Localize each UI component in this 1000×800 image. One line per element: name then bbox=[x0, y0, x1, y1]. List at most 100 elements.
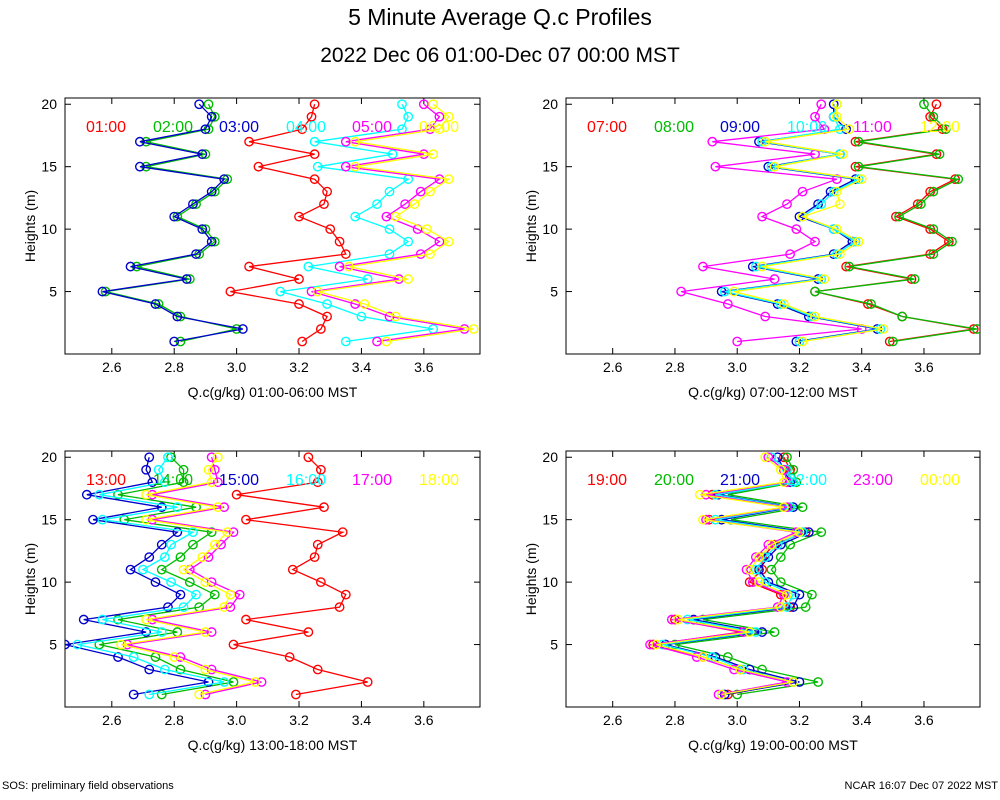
series-line-09:00 bbox=[721, 104, 878, 343]
x-tick-label: 2.8 bbox=[665, 359, 685, 375]
x-tick-label: 3.6 bbox=[914, 359, 934, 375]
data-point-20:00 bbox=[775, 577, 786, 588]
data-point-23:00 bbox=[778, 589, 789, 600]
data-point-00:00 bbox=[754, 552, 764, 563]
data-point-06:00 bbox=[350, 136, 361, 147]
data-point-08:00 bbox=[928, 224, 939, 235]
data-point-01:00 bbox=[297, 336, 308, 347]
data-point-01:00 bbox=[340, 249, 351, 259]
data-point-13:00 bbox=[315, 577, 326, 588]
data-point-01:00 bbox=[334, 236, 345, 247]
legend-entry-01:00: 01:00 bbox=[86, 119, 126, 136]
data-point-21:00 bbox=[794, 677, 805, 687]
profile-panel-2: 2.6 2.8 3.0 3.2 3.4 3.6 5 10 15 20 Q.c(g/kg) 07:00… bbox=[523, 96, 981, 400]
x-tick-label: 2.6 bbox=[102, 359, 122, 375]
y-axis-label: Heights (m) bbox=[523, 543, 539, 615]
y-tick-label: 15 bbox=[542, 159, 558, 175]
data-point-04:00 bbox=[387, 149, 398, 160]
plot-frame bbox=[565, 450, 981, 708]
data-point-00:00 bbox=[754, 577, 764, 588]
data-point-16:00 bbox=[159, 664, 170, 675]
figure-title: 5 Minute Average Q.c Profiles bbox=[348, 4, 652, 30]
data-point-01:00 bbox=[319, 199, 329, 210]
data-point-02:00 bbox=[209, 186, 220, 197]
data-point-05:00 bbox=[400, 199, 411, 210]
data-point-14:00 bbox=[178, 477, 189, 488]
series-line-13:00 bbox=[233, 456, 368, 696]
data-point-13:00 bbox=[303, 452, 314, 463]
data-point-05:00 bbox=[434, 174, 445, 185]
y-tick-label: 5 bbox=[49, 284, 57, 300]
data-point-16:00 bbox=[166, 539, 176, 550]
x-tick-label: 3.0 bbox=[227, 712, 247, 728]
y-tick-label: 10 bbox=[542, 574, 558, 590]
legend-entry-07:00: 07:00 bbox=[587, 119, 627, 136]
legend-entry-09:00: 09:00 bbox=[720, 119, 760, 136]
data-point-14:00 bbox=[166, 452, 176, 463]
data-point-17:00 bbox=[219, 502, 230, 513]
data-point-00:00 bbox=[651, 639, 662, 650]
data-point-17:00 bbox=[256, 677, 267, 687]
data-point-18:00 bbox=[222, 527, 233, 538]
x-tick-label: 2.6 bbox=[102, 712, 122, 728]
data-point-04:00 bbox=[403, 111, 414, 122]
x-tick-label: 2.8 bbox=[164, 359, 184, 375]
data-point-01:00 bbox=[244, 136, 254, 147]
data-point-22:00 bbox=[788, 477, 799, 488]
data-point-00:00 bbox=[744, 564, 755, 575]
data-point-15:00 bbox=[65, 639, 70, 650]
plot-frame bbox=[64, 97, 481, 355]
x-tick-label: 3.4 bbox=[352, 712, 372, 728]
data-point-15:00 bbox=[113, 652, 123, 662]
x-axis-label: Q.c(g/kg) 19:00-00:00 MST bbox=[688, 737, 858, 753]
profile-panel-1: 2.6 2.8 3.0 3.2 3.4 3.6 5 10 15 20 Q.c(g/kg) 01:00… bbox=[22, 96, 481, 400]
data-point-05:00 bbox=[381, 211, 392, 222]
data-point-04:00 bbox=[384, 224, 395, 235]
legend-entry-00:00: 00:00 bbox=[920, 472, 960, 489]
data-point-06:00 bbox=[359, 299, 370, 309]
x-tick-label: 2.6 bbox=[603, 712, 623, 728]
data-point-17:00 bbox=[175, 652, 186, 662]
data-point-00:00 bbox=[735, 664, 746, 675]
data-point-12:00 bbox=[835, 199, 845, 210]
data-point-15:00 bbox=[81, 489, 92, 500]
data-point-01:00 bbox=[244, 261, 254, 272]
data-point-13:00 bbox=[241, 514, 251, 525]
series-line-04:00 bbox=[280, 103, 434, 343]
data-point-01:00 bbox=[325, 224, 336, 235]
data-point-03:00 bbox=[206, 236, 217, 247]
data-point-00:00 bbox=[760, 452, 771, 463]
data-point-04:00 bbox=[384, 186, 395, 197]
data-point-13:00 bbox=[231, 489, 242, 500]
y-tick-label: 5 bbox=[49, 637, 57, 653]
legend-entry-04:00: 04:00 bbox=[286, 119, 326, 136]
data-point-17:00 bbox=[216, 539, 226, 550]
y-axis-label: Heights (m) bbox=[22, 190, 38, 262]
legend-entry-23:00: 23:00 bbox=[853, 472, 893, 489]
y-tick-label: 15 bbox=[41, 159, 57, 175]
data-point-02:00 bbox=[209, 111, 220, 122]
data-point-11:00 bbox=[707, 136, 718, 147]
data-point-13:00 bbox=[315, 464, 326, 475]
data-point-22:00 bbox=[710, 514, 721, 525]
data-point-03:00 bbox=[188, 199, 198, 210]
data-point-03:00 bbox=[197, 224, 208, 235]
data-point-08:00 bbox=[953, 174, 964, 185]
data-point-12:00 bbox=[831, 224, 842, 235]
x-axis-label: Q.c(g/kg) 13:00-18:00 MST bbox=[188, 737, 358, 753]
series-line-00:00 bbox=[656, 456, 802, 696]
series-line-01:00 bbox=[230, 104, 347, 343]
data-point-11:00 bbox=[760, 311, 771, 322]
data-point-12:00 bbox=[838, 149, 848, 160]
legend-entry-05:00: 05:00 bbox=[352, 119, 392, 136]
data-point-15:00 bbox=[78, 614, 89, 625]
y-tick-label: 20 bbox=[542, 96, 558, 112]
data-point-23:00 bbox=[772, 602, 783, 612]
data-point-05:00 bbox=[434, 111, 445, 122]
data-point-00:00 bbox=[698, 514, 708, 525]
data-point-23:00 bbox=[729, 664, 739, 675]
data-point-06:00 bbox=[312, 286, 323, 297]
data-point-17:00 bbox=[212, 477, 223, 488]
data-point-18:00 bbox=[219, 602, 230, 612]
data-point-20:00 bbox=[775, 552, 786, 563]
